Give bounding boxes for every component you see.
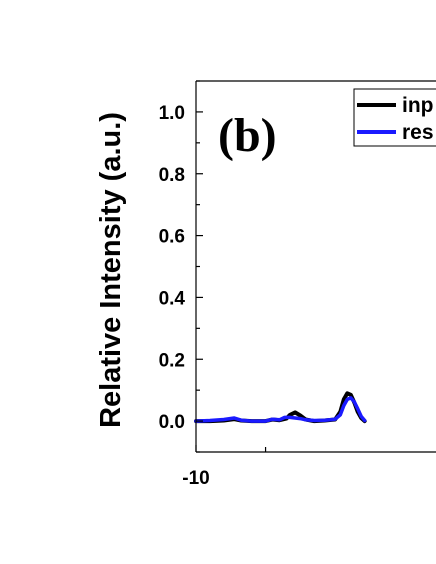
x-tick-label: -10 <box>182 468 209 489</box>
legend-label-inp: inp <box>402 94 434 117</box>
y-tick-label: 1.0 <box>159 103 185 124</box>
y-tick-label: 0.6 <box>159 227 185 248</box>
labels-layer: Relative Intensity (a.u.) (b) <box>95 109 277 428</box>
y-tick-label: 0.4 <box>159 288 186 309</box>
axes-layer: 0.0 0.2 0.4 0.6 0.8 1.0 -10 <box>159 80 436 489</box>
legend: inp res <box>353 88 436 147</box>
legend-label-res: res <box>402 121 434 144</box>
y-tick-label: 0.8 <box>159 165 185 186</box>
y-tick-label: 0.2 <box>159 350 185 371</box>
y-tick-label: 0.0 <box>159 412 185 433</box>
series-layer <box>194 391 367 424</box>
panel-label: (b) <box>218 109 277 162</box>
series-line-res <box>194 396 367 423</box>
y-axis-label: Relative Intensity (a.u.) <box>95 112 127 428</box>
legend-box <box>353 88 436 147</box>
